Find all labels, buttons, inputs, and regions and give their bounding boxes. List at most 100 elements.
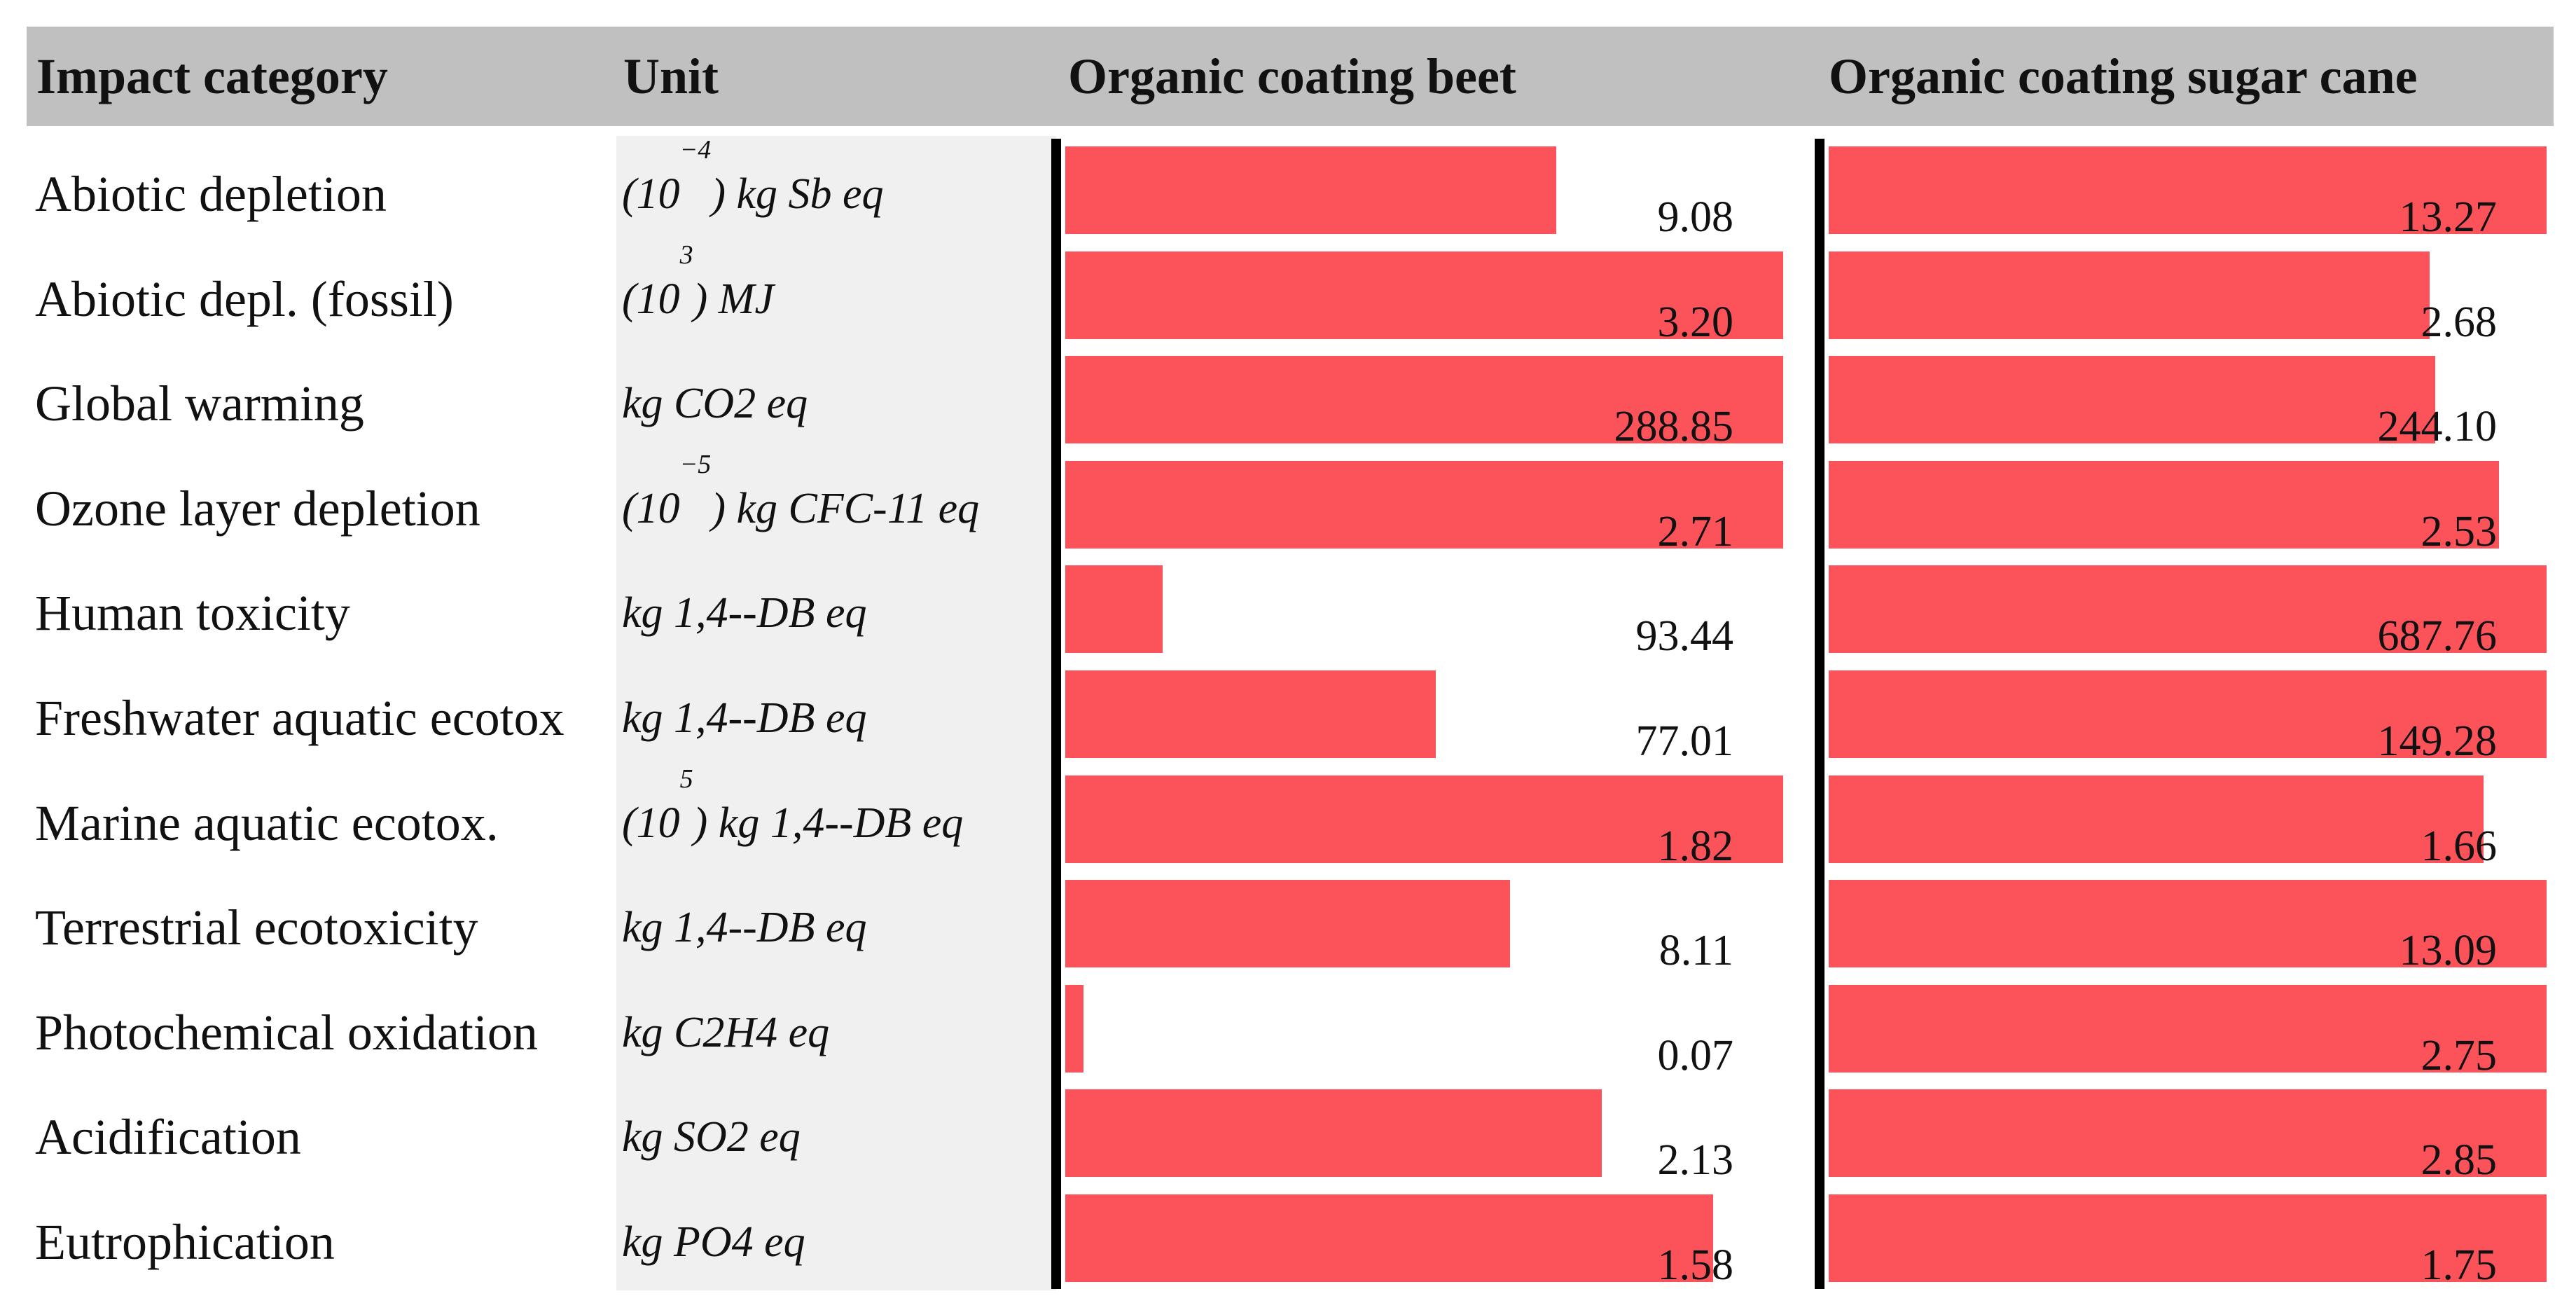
impact-category-label: Abiotic depl. (fossil): [35, 270, 454, 327]
value-label-beet: 288.85: [1614, 403, 1734, 451]
table-row: Abiotic depl. (fossil) (10 3) MJ 3.20 2.68: [0, 242, 2576, 352]
table-row: Eutrophication kg PO4 eq 1.58 1.75: [0, 1190, 2576, 1295]
impact-category-label: Human toxicity: [35, 585, 350, 642]
cane-column-divider: [1815, 139, 1824, 1289]
unit-text: kg 1,4--DB eq: [622, 694, 867, 742]
value-label-cane: 687.76: [2377, 612, 2498, 661]
bar-organic-coating-sugar-cane: [1829, 775, 2484, 863]
unit-text: kg PO4 eq: [622, 1218, 805, 1266]
value-label-beet: 1.58: [1657, 1241, 1734, 1289]
bar-organic-coating-beet: [1065, 670, 1436, 758]
unit-label: kg 1,4--DB eq: [622, 666, 866, 771]
unit-label: kg 1,4--DB eq: [622, 561, 866, 666]
unit-text: (10: [622, 275, 680, 323]
unit-label: kg CO2 eq: [622, 352, 808, 456]
table-row: Terrestrial ecotoxicity kg 1,4--DB eq 8.11…: [0, 876, 2576, 980]
table-header: Impact category Unit Organic coating bee…: [27, 27, 2554, 126]
value-label-cane: 1.66: [2421, 822, 2498, 870]
bar-organic-coating-beet: [1065, 775, 1783, 863]
value-label-beet: 93.44: [1635, 612, 1734, 661]
value-label-cane: 1.75: [2421, 1241, 2498, 1289]
impact-category-label: Photochemical oxidation: [35, 1004, 538, 1061]
value-label-cane: 2.68: [2421, 298, 2498, 346]
impact-category-label: Freshwater aquatic ecotox: [35, 690, 565, 746]
bar-organic-coating-sugar-cane: [1829, 356, 2435, 444]
unit-label: kg C2H4 eq: [622, 981, 829, 1085]
bar-organic-coating-beet: [1065, 146, 1556, 234]
bar-organic-coating-beet: [1065, 1089, 1602, 1178]
table-row: Abiotic depletion (10 −4 ) kg Sb eq 9.08 13.2…: [0, 137, 2576, 247]
bar-organic-coating-sugar-cane: [1829, 460, 2499, 549]
unit-text-suffix: ) kg 1,4--DB eq: [693, 799, 964, 847]
unit-text: kg C2H4 eq: [622, 1008, 830, 1056]
unit-label: kg PO4 eq: [622, 1190, 805, 1295]
bar-organic-coating-sugar-cane: [1829, 1089, 2547, 1178]
table-row: Ozone layer depletion (10 −5) kg CFC-11 eq…: [0, 451, 2576, 561]
bar-organic-coating-beet: [1065, 880, 1510, 968]
bar-organic-coating-sugar-cane: [1829, 146, 2547, 234]
unit-label: (10 5) kg 1,4--DB eq: [622, 766, 964, 876]
unit-text: (10: [622, 170, 680, 218]
unit-column-background: [616, 136, 1056, 1290]
value-label-beet: 77.01: [1635, 717, 1734, 765]
unit-label: kg 1,4--DB eq: [622, 876, 866, 980]
unit-label: kg SO2 eq: [622, 1085, 801, 1190]
beet-column-divider: [1051, 139, 1061, 1289]
value-label-beet: 3.20: [1657, 298, 1734, 346]
value-label-cane: 13.27: [2399, 193, 2498, 241]
unit-text: kg CO2 eq: [622, 380, 808, 428]
value-label-cane: 2.75: [2421, 1031, 2498, 1080]
bar-organic-coating-beet: [1065, 984, 1083, 1073]
header-organic-coating-beet: Organic coating beet: [1068, 48, 1516, 104]
value-label-beet: 2.13: [1657, 1136, 1734, 1185]
bar-organic-coating-sugar-cane: [1829, 670, 2547, 758]
table-row: Freshwater aquatic ecotox kg 1,4--DB eq 77…: [0, 666, 2576, 771]
impact-category-label: Eutrophication: [35, 1214, 335, 1270]
unit-exponent: −4: [679, 135, 712, 165]
impact-category-label: Acidification: [35, 1109, 301, 1166]
bar-organic-coating-sugar-cane: [1829, 880, 2547, 968]
unit-text-suffix: ) kg Sb eq: [711, 170, 884, 218]
table-row: Marine aquatic ecotox. (10 5) kg 1,4--DB e…: [0, 766, 2576, 876]
bar-organic-coating-sugar-cane: [1829, 984, 2547, 1073]
unit-label: (10 −4 ) kg Sb eq: [622, 137, 884, 247]
unit-text: (10: [622, 484, 680, 532]
bar-organic-coating-sugar-cane: [1829, 1194, 2547, 1282]
table-row: Global warming kg CO2 eq 288.85 244.10: [0, 352, 2576, 456]
unit-label: (10 3) MJ: [622, 242, 774, 352]
value-label-beet: 2.71: [1657, 507, 1734, 556]
value-label-cane: 244.10: [2377, 403, 2498, 451]
impact-category-label: Abiotic depletion: [35, 166, 387, 222]
unit-text: kg 1,4--DB eq: [622, 904, 867, 952]
value-label-beet: 9.08: [1657, 193, 1734, 241]
unit-label: (10 −5 ) kg CFC-11 eq: [622, 451, 980, 561]
value-label-beet: 8.11: [1659, 927, 1733, 975]
table-row: Photochemical oxidation kg C2H4 eq 0.07 2.7…: [0, 981, 2576, 1085]
value-label-beet: 1.82: [1657, 822, 1734, 870]
value-label-cane: 2.85: [2421, 1136, 2498, 1185]
unit-text: (10: [622, 799, 680, 847]
table-row: Human toxicity kg 1,4--DB eq 93.44 687.76: [0, 561, 2576, 666]
header-organic-coating-sugar-cane: Organic coating sugar cane: [1829, 48, 2418, 104]
unit-text-suffix: ) MJ: [693, 275, 774, 323]
header-unit: Unit: [623, 48, 719, 104]
unit-exponent: 5: [679, 764, 693, 794]
bar-organic-coating-sugar-cane: [1829, 251, 2430, 339]
value-label-cane: 2.53: [2421, 507, 2498, 556]
value-label-cane: 149.28: [2377, 717, 2498, 765]
table-row: Acidification kg SO2 eq 2.13 2.85: [0, 1085, 2576, 1190]
unit-exponent: −5: [679, 449, 712, 479]
bar-organic-coating-beet: [1065, 565, 1163, 654]
unit-text: kg 1,4--DB eq: [622, 589, 867, 637]
bar-organic-coating-beet: [1065, 356, 1783, 444]
header-impact-category: Impact category: [36, 48, 388, 104]
bar-organic-coating-sugar-cane: [1829, 565, 2547, 654]
value-label-beet: 0.07: [1657, 1031, 1734, 1080]
unit-text-suffix: ) kg CFC-11 eq: [711, 484, 980, 532]
impact-category-label: Terrestrial ecotoxicity: [35, 899, 478, 956]
impact-category-label: Global warming: [35, 375, 364, 432]
unit-text: kg SO2 eq: [622, 1113, 801, 1161]
impact-category-label: Marine aquatic ecotox.: [35, 794, 499, 851]
value-label-cane: 13.09: [2399, 927, 2498, 975]
bar-organic-coating-beet: [1065, 251, 1783, 339]
